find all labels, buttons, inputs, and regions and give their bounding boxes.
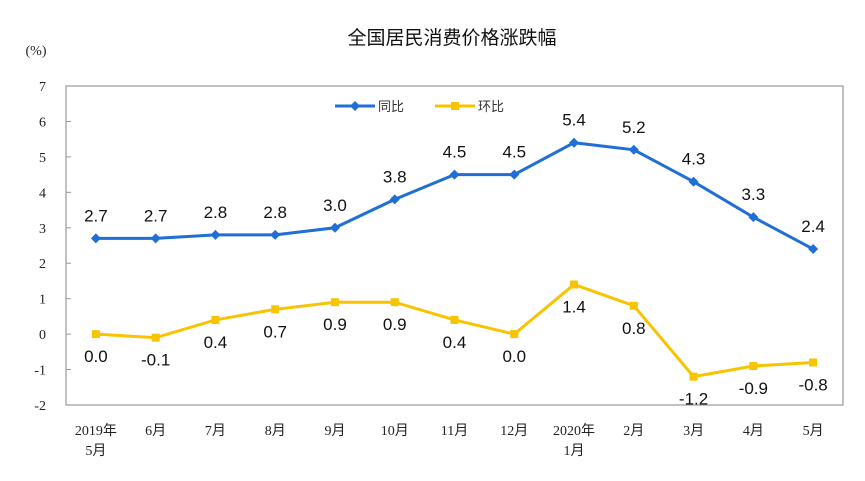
x-tick-label: 8月 [265,423,286,439]
data-label: 2.4 [801,217,825,236]
x-tick-label: 5月 [803,423,824,439]
data-label: 1.4 [562,297,586,316]
data-point [628,144,639,155]
data-point [510,330,519,339]
legend-label: 同比 [378,100,404,115]
data-point [389,194,400,205]
data-label: 0.9 [323,315,347,334]
data-point [450,315,459,324]
data-point [210,229,221,240]
data-point [271,305,280,314]
data-label: 2.8 [204,203,228,222]
y-tick-label: -1 [34,364,46,379]
y-tick-label: 2 [39,257,46,272]
data-point [570,280,579,289]
data-label: 5.2 [622,118,646,137]
x-tick-label: 1月 [564,443,585,459]
data-label: 0.0 [84,347,108,366]
data-point [629,301,638,310]
data-label: 4.5 [502,143,526,162]
data-label: 4.5 [443,143,467,162]
data-label: 0.0 [502,347,526,366]
data-point [449,169,460,180]
data-point [151,333,160,342]
data-label: 4.3 [682,150,706,169]
plot-area [65,85,844,406]
data-point [451,102,459,110]
data-point [688,176,699,187]
data-label: 0.4 [204,333,228,352]
x-tick-label: 10月 [381,423,409,439]
y-tick-label: 6 [39,115,46,130]
y-tick-label: 4 [39,186,46,201]
data-label: 3.8 [383,167,407,186]
x-tick-label: 4月 [743,423,764,439]
data-point [90,233,101,244]
data-point [748,212,759,223]
y-tick-label: 5 [39,151,46,166]
data-point [350,101,360,111]
data-label: 0.8 [622,319,646,338]
series-yoy: 2.7 2.7 2.8 2.8 3.0 3.8 4.5 4.5 5.4 5.2 4.3 3.3 2.4 [84,111,825,255]
data-point [150,233,161,244]
data-label: 2.8 [263,203,287,222]
x-tick-label: 2月 [623,423,644,439]
legend-item: 环比 [435,100,504,115]
data-label: -0.9 [739,379,768,398]
x-tick-label: 2019年 [75,423,117,439]
data-point [689,372,698,381]
data-point [330,298,339,307]
legend-label: 环比 [478,100,504,115]
legend-item: 同比 [335,100,404,115]
chart-title: 全国居民消费价格涨跌幅 [347,27,556,49]
x-tick-label: 5月 [85,443,106,459]
y-axis-unit: (%) [26,44,47,59]
data-label: -0.1 [141,351,170,370]
x-tick-label: 9月 [324,423,345,439]
x-tick-label: 6月 [145,423,166,439]
data-point [270,229,281,240]
data-label: 5.4 [562,111,586,130]
x-tick-label: 3月 [683,423,704,439]
data-label: 2.7 [144,206,168,225]
data-label: 2.7 [84,206,108,225]
data-label: 3.0 [323,196,347,215]
data-point [809,358,818,367]
series-mom: 0.0 -0.1 0.4 0.7 0.9 0.9 0.4 0.0 1.4 0.8 -1.2 -0.9 -… [84,280,828,409]
data-point [329,222,340,233]
data-point [569,137,580,148]
data-label: -0.8 [798,375,827,394]
x-tick-label: 12月 [500,423,528,439]
y-tick-label: -2 [34,399,46,414]
x-tick-label: 2020年 [553,423,595,439]
data-label: 0.9 [383,315,407,334]
data-point [808,244,819,255]
data-label: 0.4 [443,333,467,352]
data-label: 0.7 [263,322,287,341]
y-tick-label: 0 [39,328,46,343]
data-label: 3.3 [742,185,766,204]
data-point [91,330,100,339]
data-point [509,169,520,180]
data-point [211,315,220,324]
data-point [390,298,399,307]
data-label: -1.2 [679,390,708,409]
x-tick-label: 11月 [441,423,468,439]
data-point [749,362,758,371]
y-tick-label: 1 [39,293,46,308]
x-tick-label: 7月 [205,423,226,439]
y-tick-label: 3 [39,222,46,237]
y-tick-label: 7 [39,80,46,95]
